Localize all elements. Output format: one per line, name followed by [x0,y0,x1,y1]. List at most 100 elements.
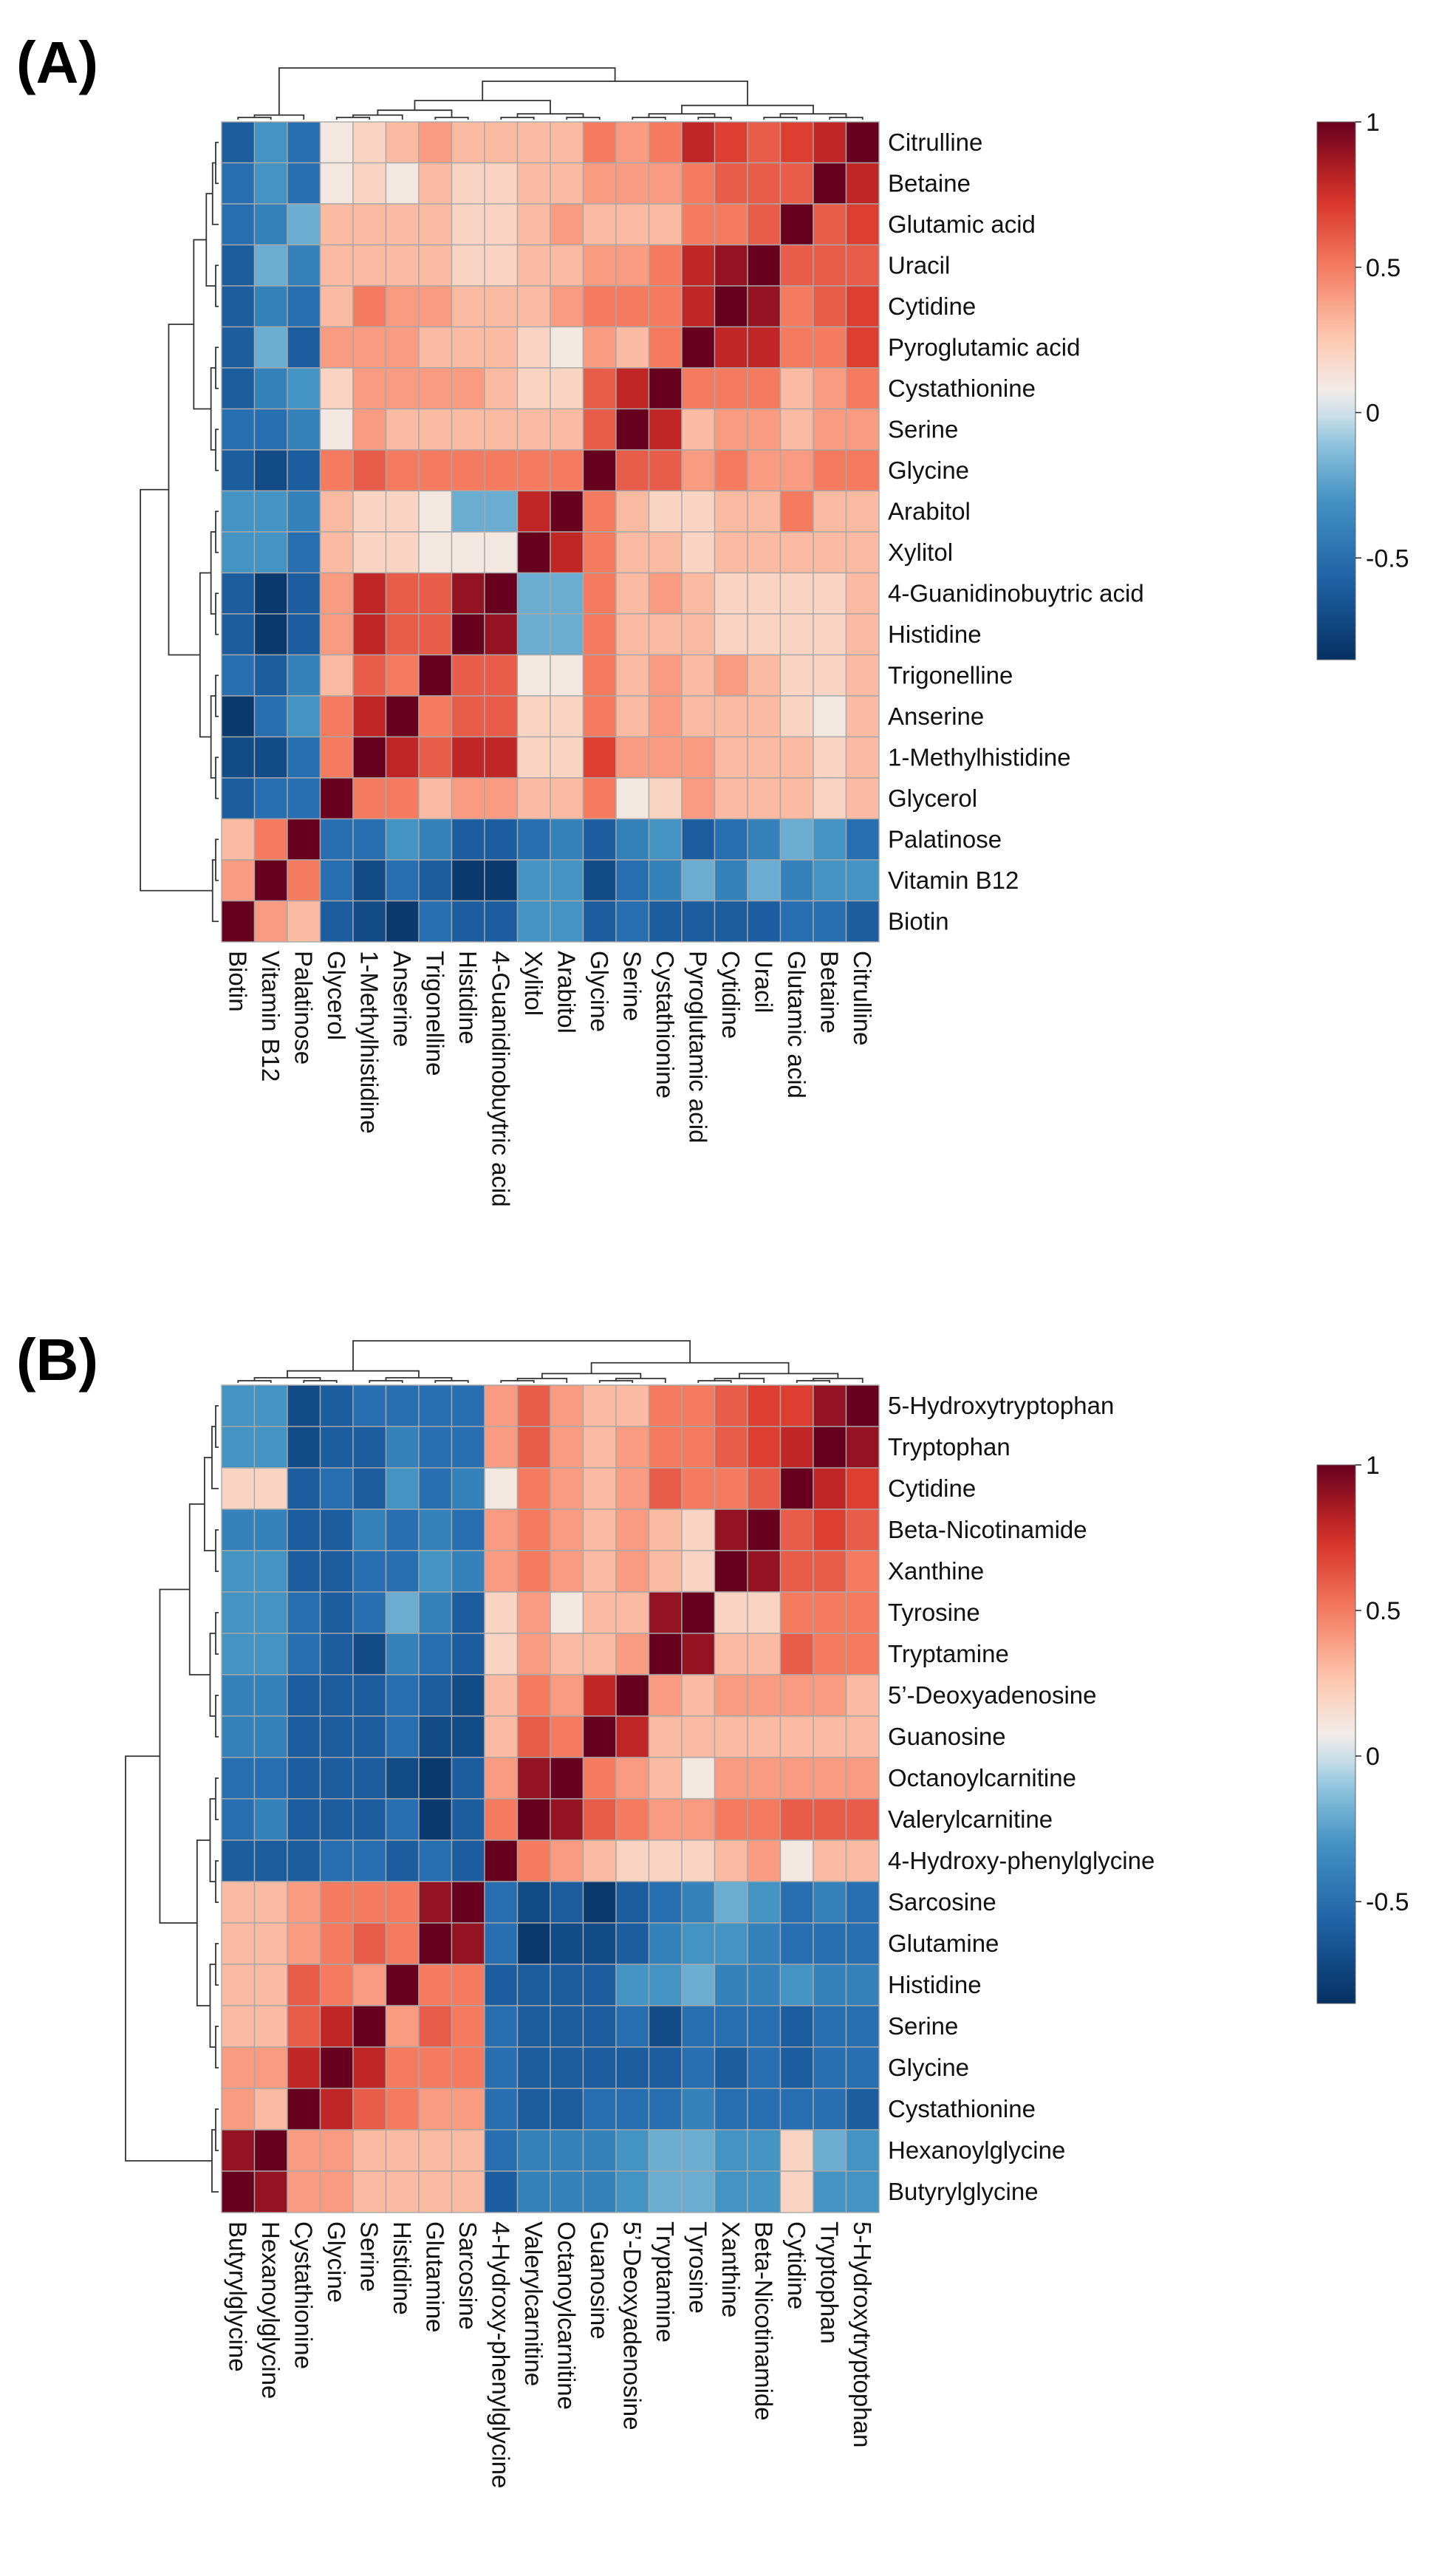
col-labels-b: Butyrylglycine Hexanoylglycine Cystathioni… [224,2221,876,2488]
dendrogram-link [303,1380,338,1383]
heatmap-cell [779,1881,814,1924]
col-label: Palatinose [290,951,317,1065]
heatmap-cell [484,736,519,779]
dendrogram-link [500,117,535,120]
dendrogram-link [369,1380,403,1383]
heatmap-cell [516,1715,551,1758]
heatmap-cell [747,1591,782,1634]
heatmap-cell [319,1467,354,1510]
heatmap-cell [582,203,617,246]
heatmap-cell [319,2046,354,2089]
heatmap-cell [681,900,716,943]
heatmap-cell [319,2170,354,2213]
heatmap-cell [648,1715,683,1758]
heatmap-cell [451,613,485,656]
heatmap-cell [681,449,716,492]
heatmap-cell [319,777,354,820]
dendrogram-link [159,1588,197,1924]
heatmap-cell [813,1964,847,2006]
heatmap-cell [221,1674,256,1717]
heatmap-cell [779,695,814,738]
heatmap-cell [385,2005,420,2048]
heatmap-cell [550,1715,584,1758]
heatmap-cell [352,1922,387,1965]
heatmap-cell [319,2005,354,2048]
heatmap-cell [352,2170,387,2213]
dendrogram-link [215,1860,219,1903]
heatmap-cell [352,531,387,574]
heatmap-cell [385,285,420,328]
heatmap-cell [352,1550,387,1593]
heatmap-cell [516,777,551,820]
col-label: Citrulline [849,951,876,1045]
col-label: Beta-Nicotinamide [750,2221,777,2421]
heatmap-cell [714,1839,748,1882]
heatmap-cell [319,1881,354,1924]
heatmap-cell [484,203,519,246]
heatmap-cell [352,1633,387,1675]
heatmap-cell [714,654,748,697]
heatmap-cell [451,777,485,820]
heatmap-cell [714,1509,748,1551]
heatmap-cell [221,121,256,164]
heatmap-cell [582,1426,617,1469]
dendrogram-link [215,1695,219,1738]
dendrogram-link [590,1362,790,1374]
heatmap-cell [582,1591,617,1634]
heatmap-cell [550,2170,584,2213]
heatmap-cell [813,1384,847,1427]
heatmap-cell [845,121,880,164]
heatmap-cell [287,1550,321,1593]
heatmap-cell [681,613,716,656]
heatmap-cell [516,1633,551,1675]
heatmap-cell [352,2088,387,2131]
heatmap-cell [550,1757,584,1800]
heatmap-cell [615,326,650,369]
heatmap-cell [221,1798,256,1841]
heatmap-cell [221,326,256,369]
heatmap-cell [221,2170,256,2213]
heatmap-cell [484,1550,519,1593]
heatmap-cell [484,449,519,492]
heatmap-cell [648,1426,683,1469]
dendrogram-link [738,1373,839,1378]
heatmap-cell [319,1426,354,1469]
heatmap-cell [319,900,354,943]
heatmap-cell [484,1467,519,1510]
heatmap-cell [253,2005,288,2048]
heatmap-cell [352,572,387,615]
col-label: Vitamin B12 [257,951,284,1082]
heatmap-cell [615,1798,650,1841]
dendrogram-link [541,1373,642,1378]
heatmap-cell [681,1674,716,1717]
heatmap-cell [550,900,584,943]
col-label: Uracil [750,951,777,1013]
heatmap-cell [582,654,617,697]
col-label: Tyrosine [684,2221,711,2314]
heatmap-cell [418,449,453,492]
heatmap-cell [516,1757,551,1800]
heatmap-cell [747,1633,782,1675]
dendrogram-link [215,141,219,185]
heatmap-cell [418,531,453,574]
heatmap-cell [615,1964,650,2006]
heatmap-cell [287,162,321,205]
heatmap-cell [451,736,485,779]
heatmap-cell [615,244,650,287]
heatmap-cell [484,1798,519,1841]
heatmap-cell [253,531,288,574]
heatmap-cell [221,531,256,574]
heatmap-cell [845,1674,880,1717]
col-label: Arabitol [553,951,580,1034]
heatmap-cell [681,1467,716,1510]
heatmap-cell [747,818,782,861]
heatmap-cell [813,1509,847,1551]
colorbar-tick-label: 0 [1366,400,1380,428]
heatmap-cell [451,2170,485,2213]
heatmap-cell [779,2170,814,2213]
col-label: Octanoylcarnitine [553,2221,580,2410]
row-label: Citrulline [888,129,982,156]
heatmap-cell [813,695,847,738]
heatmap-cell [648,490,683,533]
